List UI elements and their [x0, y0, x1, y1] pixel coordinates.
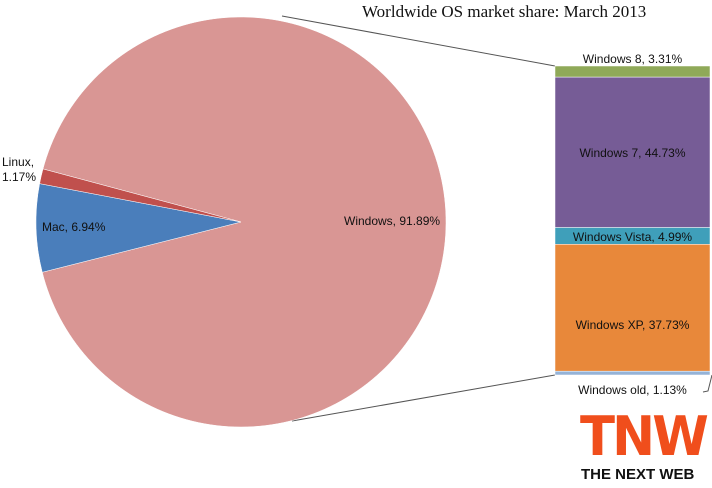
connector-line — [281, 15, 556, 67]
bar-segment — [554, 76, 711, 228]
logo-tagline: THE NEXT WEB — [581, 466, 695, 483]
pie-slice — [39, 168, 242, 223]
slice-label: Windows, 91.89% — [344, 214, 441, 228]
connector-line — [291, 374, 556, 422]
segment-label: Windows 8, 3.31% — [582, 52, 683, 66]
leader-line — [702, 374, 712, 393]
pie-slice — [41, 16, 447, 428]
segment-label: Windows 7, 44.73% — [579, 146, 686, 160]
segment-label: Windows Vista, 4.99% — [572, 230, 693, 244]
bar-segment — [554, 370, 711, 376]
bar-segment — [554, 65, 711, 78]
slice-label: Linux, 1.17% — [2, 155, 37, 184]
slice-label: Mac, 6.94% — [42, 220, 106, 234]
logo-mark: TNW — [580, 405, 709, 468]
segment-label: Windows old, 1.13% — [578, 383, 687, 397]
segment-label: Windows XP, 37.73% — [575, 318, 690, 332]
bar-segment — [554, 244, 711, 372]
chart-title: Worldwide OS market share: March 2013 — [362, 2, 647, 21]
